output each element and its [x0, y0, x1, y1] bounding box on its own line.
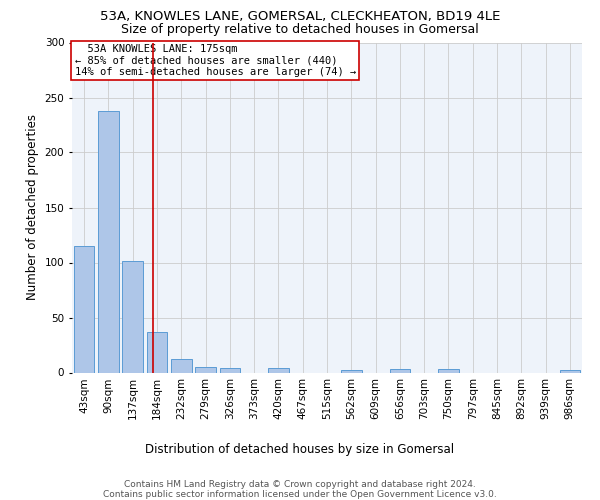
Bar: [195, 367, 216, 372]
Bar: [560, 370, 580, 372]
Text: Contains HM Land Registry data © Crown copyright and database right 2024.
Contai: Contains HM Land Registry data © Crown c…: [103, 480, 497, 500]
Bar: [341, 370, 362, 372]
Text: 53A, KNOWLES LANE, GOMERSAL, CLECKHEATON, BD19 4LE: 53A, KNOWLES LANE, GOMERSAL, CLECKHEATON…: [100, 10, 500, 23]
Bar: [268, 368, 289, 372]
Bar: [438, 369, 459, 372]
Text: Distribution of detached houses by size in Gomersal: Distribution of detached houses by size …: [145, 442, 455, 456]
Bar: [220, 368, 240, 372]
Y-axis label: Number of detached properties: Number of detached properties: [26, 114, 39, 300]
Bar: [146, 332, 167, 372]
Bar: [98, 110, 119, 372]
Bar: [171, 360, 191, 372]
Text: Size of property relative to detached houses in Gomersal: Size of property relative to detached ho…: [121, 22, 479, 36]
Bar: [74, 246, 94, 372]
Bar: [122, 262, 143, 372]
Text: 53A KNOWLES LANE: 175sqm
← 85% of detached houses are smaller (440)
14% of semi-: 53A KNOWLES LANE: 175sqm ← 85% of detach…: [74, 44, 356, 78]
Bar: [389, 369, 410, 372]
